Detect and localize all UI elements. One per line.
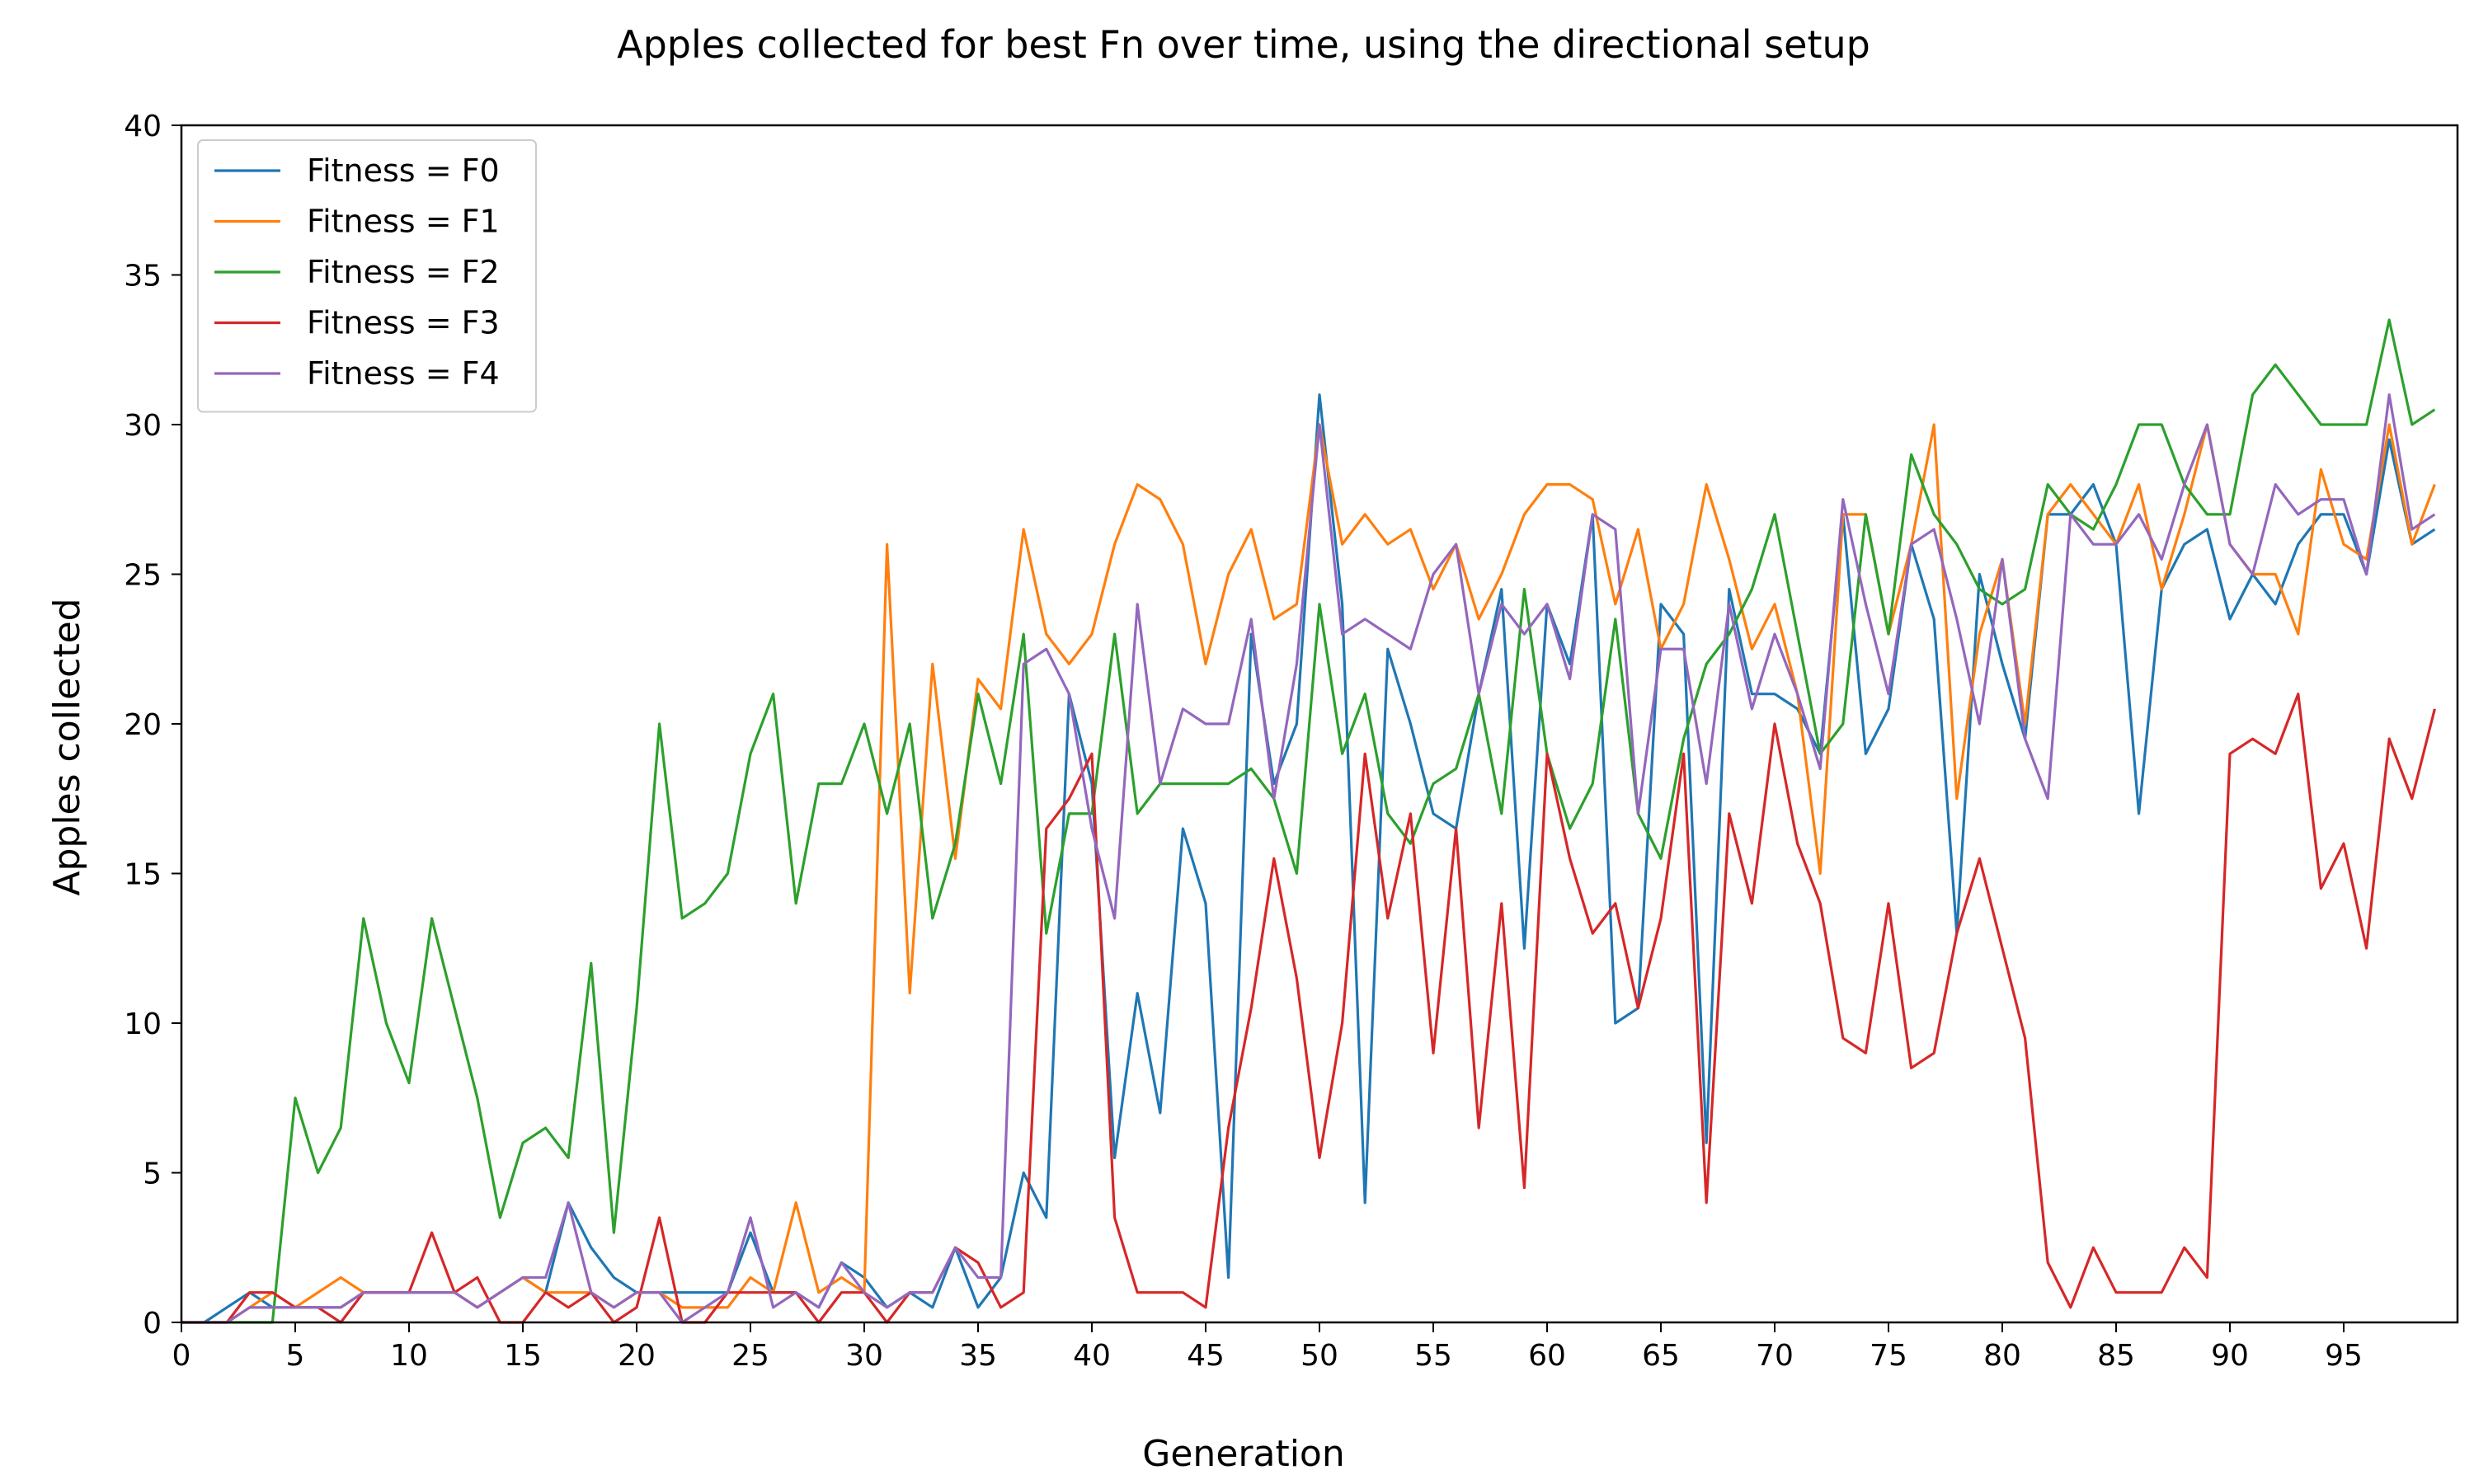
x-tick-label: 95 (2325, 1339, 2363, 1373)
legend-label-f0: Fitness = F0 (307, 153, 500, 189)
y-tick-label: 15 (124, 858, 162, 892)
x-tick-label: 70 (1756, 1339, 1794, 1373)
x-tick-label: 15 (504, 1339, 542, 1373)
legend-label-f3: Fitness = F3 (307, 305, 500, 341)
x-axis-ticks: 0 5 10 15 20 25 30 35 40 45 50 55 60 65 70 75 80 85 90 95 (172, 1322, 2363, 1373)
y-axis-ticks: 0 5 10 15 20 25 30 35 40 (124, 110, 181, 1341)
chart-title: Apples collected for best Fn over time, … (617, 22, 1870, 67)
series-line-f3 (181, 693, 2436, 1324)
y-tick-label: 20 (124, 708, 162, 742)
y-tick-label: 10 (124, 1007, 162, 1041)
legend-box (197, 139, 537, 413)
x-tick-label: 85 (2097, 1339, 2135, 1373)
x-tick-label: 65 (1642, 1339, 1680, 1373)
x-tick-label: 50 (1300, 1339, 1338, 1373)
legend-label-f1: Fitness = F1 (307, 204, 500, 240)
y-tick-label: 0 (143, 1307, 162, 1341)
x-tick-label: 75 (1870, 1339, 1907, 1373)
x-axis-label: Generation (1142, 1433, 1344, 1475)
y-tick-label: 30 (124, 409, 162, 443)
x-tick-label: 5 (286, 1339, 305, 1373)
y-axis-label: Apples collected (46, 598, 88, 895)
y-tick-label: 5 (143, 1158, 162, 1191)
x-tick-label: 10 (390, 1339, 428, 1373)
x-tick-label: 80 (1983, 1339, 2021, 1373)
series-line-f4 (181, 393, 2436, 1324)
legend-label-f4: Fitness = F4 (307, 355, 500, 392)
series-line-f0 (181, 393, 2436, 1324)
x-tick-label: 90 (2211, 1339, 2249, 1373)
x-tick-label: 20 (618, 1339, 656, 1373)
plot-lines (181, 318, 2436, 1324)
x-tick-label: 0 (172, 1339, 191, 1373)
x-tick-label: 45 (1187, 1339, 1225, 1373)
y-tick-label: 25 (124, 559, 162, 593)
x-tick-label: 60 (1528, 1339, 1566, 1373)
x-tick-label: 55 (1414, 1339, 1452, 1373)
x-tick-label: 25 (731, 1339, 769, 1373)
legend-label-f2: Fitness = F2 (307, 254, 500, 290)
y-tick-label: 35 (124, 260, 162, 294)
x-tick-label: 35 (959, 1339, 997, 1373)
x-tick-label: 30 (845, 1339, 883, 1373)
y-tick-label: 40 (124, 110, 162, 143)
x-tick-label: 40 (1073, 1339, 1111, 1373)
series-line-f2 (181, 318, 2436, 1324)
legend: Fitness = F0 Fitness = F1 Fitness = F2 Fitn… (197, 139, 537, 413)
